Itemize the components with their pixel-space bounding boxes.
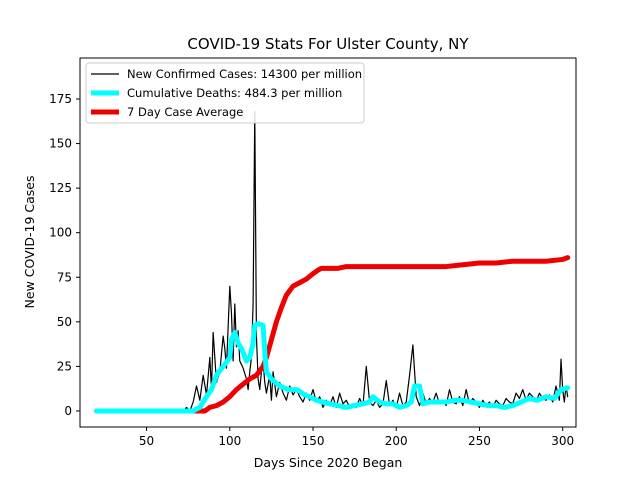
- y-tick-label: 25: [57, 359, 72, 373]
- series-line-7day-average: [94, 255, 571, 414]
- y-tick-label: 100: [49, 226, 72, 240]
- x-axis-label: Days Since 2020 Began: [254, 455, 403, 470]
- legend-label-7day-average: 7 Day Case Average: [127, 105, 243, 119]
- y-tick-label: 0: [64, 404, 72, 418]
- x-axis: 50 100 150 200 250 300: [139, 427, 574, 448]
- y-axis: 0 25 50 75 100 125 150 175: [49, 92, 80, 418]
- y-tick-label: 150: [49, 137, 72, 151]
- y-axis-label: New COVID-19 Cases: [22, 176, 37, 309]
- y-tick-label: 125: [49, 181, 72, 195]
- y-tick-label: 75: [57, 270, 72, 284]
- chart-title: COVID-19 Stats For Ulster County, NY: [187, 35, 469, 53]
- legend-label-new-cases: New Confirmed Cases: 14300 per million: [127, 67, 362, 81]
- legend-box: [85, 62, 365, 124]
- x-tick-label: 200: [385, 434, 408, 448]
- legend: New Confirmed Cases: 14300 per million Cu…: [85, 62, 365, 124]
- legend-label-cumulative-deaths: Cumulative Deaths: 484.3 per million: [127, 86, 342, 100]
- y-tick-label: 175: [49, 92, 72, 106]
- x-tick-label: 300: [551, 434, 574, 448]
- plot-area: [94, 110, 571, 414]
- series-line-cumulative-deaths: [94, 321, 571, 414]
- plot-frame: [79, 57, 577, 428]
- x-tick-label: 100: [218, 434, 241, 448]
- x-tick-label: 250: [468, 434, 491, 448]
- x-tick-label: 50: [139, 434, 154, 448]
- x-tick-label: 150: [302, 434, 325, 448]
- y-tick-label: 50: [57, 315, 72, 329]
